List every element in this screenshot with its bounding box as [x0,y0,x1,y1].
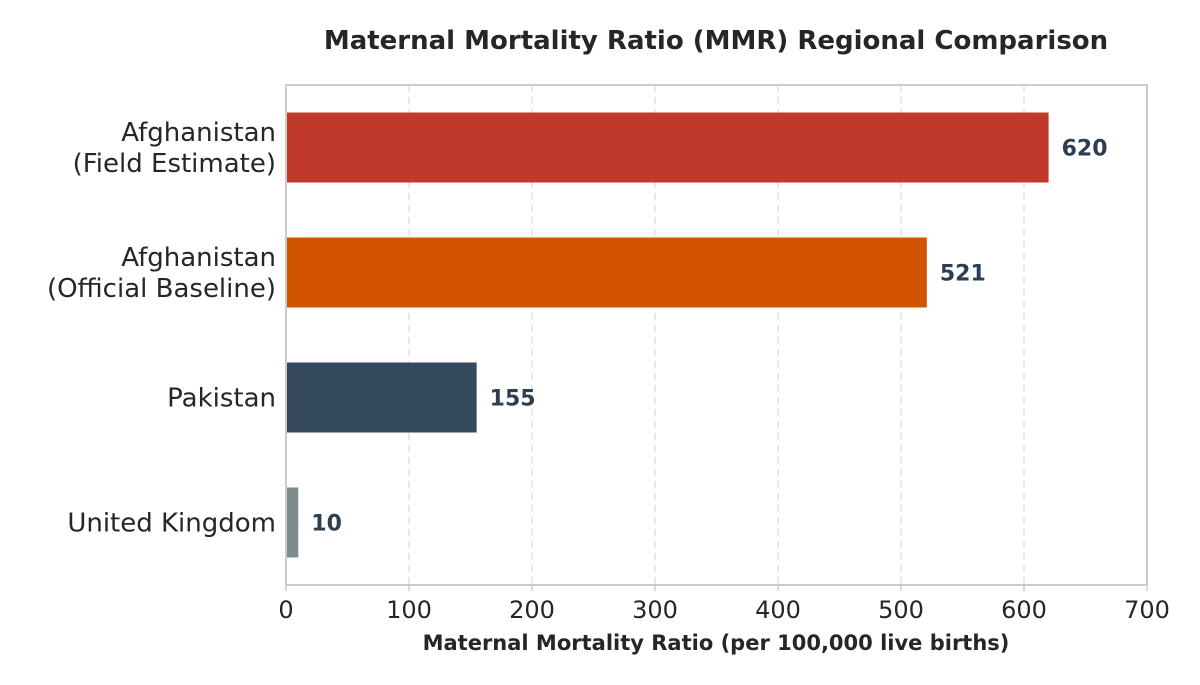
x-tick-label: 0 [278,596,293,624]
x-tick-label: 700 [1124,596,1170,624]
x-tick-label: 300 [632,596,678,624]
x-axis-ticks: 0 100 200 300 400 500 600 700 [278,585,1170,624]
x-axis-label: Maternal Mortality Ratio (per 100,000 li… [423,631,1010,655]
category-label: Afghanistan [121,118,276,148]
plot-frame [285,84,1148,586]
value-labels: 620 521 155 10 [311,137,1107,537]
chart-title: Maternal Mortality Ratio (MMR) Regional … [324,26,1108,56]
bar [286,112,1049,183]
bar [286,487,299,558]
bar [286,362,477,433]
bar-value-label: 620 [1062,137,1108,162]
x-tick-label: 200 [509,596,555,624]
category-label: Afghanistan [121,243,276,273]
bar-value-label: 10 [311,512,342,537]
category-labels: Afghanistan(Field Estimate)Afghanistan(O… [47,118,276,539]
x-tick-label: 100 [386,596,432,624]
x-tick-label: 600 [1001,596,1047,624]
bar-value-label: 155 [490,387,536,412]
bar [286,237,927,308]
x-tick-label: 500 [878,596,924,624]
bar-value-label: 521 [940,262,986,287]
x-tick-label: 400 [755,596,801,624]
category-label: (Field Estimate) [73,149,276,179]
category-label: Pakistan [167,384,276,414]
bars [286,112,1049,558]
category-label: United Kingdom [67,509,276,539]
category-label: (Official Baseline) [47,274,276,304]
